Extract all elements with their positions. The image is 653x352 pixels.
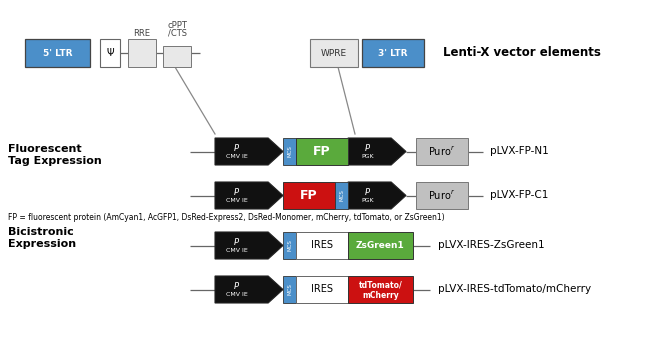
Bar [335,182,348,209]
Text: 5' LTR: 5' LTR [42,49,72,57]
Text: Puro$^r$: Puro$^r$ [428,189,456,202]
Bar [416,138,468,165]
Bar [362,39,424,67]
Bar [348,276,413,303]
Text: pLVX-FP-C1: pLVX-FP-C1 [490,190,549,201]
Text: Fluorescent: Fluorescent [8,144,82,154]
Text: MCS: MCS [287,284,292,295]
Bar [348,232,413,259]
Bar [283,182,335,209]
Text: cPPT: cPPT [167,20,187,30]
Bar [296,232,348,259]
Polygon shape [215,182,283,209]
Text: Bicistronic: Bicistronic [8,227,74,237]
Text: MCS: MCS [287,240,292,251]
Bar [283,232,296,259]
Text: $P$: $P$ [364,142,372,153]
Bar [283,276,296,303]
Bar [283,138,296,165]
Text: PGK: PGK [362,154,374,159]
Text: MCS: MCS [339,190,344,201]
Text: IRES: IRES [311,284,333,295]
Text: RRE: RRE [133,29,150,38]
Text: CMV IE: CMV IE [226,154,248,159]
Text: IRES: IRES [311,240,333,251]
Text: CMV IE: CMV IE [226,248,248,253]
Polygon shape [215,138,283,165]
Text: pLVX-IRES-ZsGreen1: pLVX-IRES-ZsGreen1 [438,240,545,251]
Text: mCherry: mCherry [362,291,399,300]
Text: $P$: $P$ [234,236,240,247]
Text: $P$: $P$ [364,186,372,197]
Text: PGK: PGK [362,198,374,203]
Bar [310,39,358,67]
Text: $P$: $P$ [234,186,240,197]
Polygon shape [215,276,283,303]
Text: MCS: MCS [287,146,292,157]
Text: 3' LTR: 3' LTR [378,49,407,57]
Polygon shape [348,138,406,165]
Text: Expression: Expression [8,239,76,249]
Text: $P$: $P$ [234,142,240,153]
Polygon shape [215,232,283,259]
Text: /CTS: /CTS [168,29,187,38]
Text: FP: FP [300,189,318,202]
Text: tdTomato/: tdTomato/ [358,280,402,289]
Text: pLVX-FP-N1: pLVX-FP-N1 [490,146,549,157]
Text: $P$: $P$ [234,280,240,291]
Bar [163,46,191,67]
Text: pLVX-IRES-tdTomato/mCherry: pLVX-IRES-tdTomato/mCherry [438,284,591,295]
Text: CMV IE: CMV IE [226,198,248,203]
Text: Tag Expression: Tag Expression [8,156,102,166]
Bar [296,276,348,303]
Text: WPRE: WPRE [321,49,347,57]
Bar [128,39,156,67]
Text: CMV IE: CMV IE [226,292,248,297]
Polygon shape [348,182,406,209]
Text: FP: FP [313,145,331,158]
Bar [416,182,468,209]
Text: Ψ: Ψ [106,48,114,58]
Text: Lenti-X vector elements: Lenti-X vector elements [443,46,601,59]
Bar [100,39,120,67]
Bar [296,138,348,165]
Text: FP = fluorescent protein (AmCyan1, AcGFP1, DsRed-Express2, DsRed-Monomer, mCherr: FP = fluorescent protein (AmCyan1, AcGFP… [8,213,445,222]
Text: Puro$^r$: Puro$^r$ [428,145,456,158]
Bar [25,39,90,67]
Text: ZsGreen1: ZsGreen1 [356,241,405,250]
